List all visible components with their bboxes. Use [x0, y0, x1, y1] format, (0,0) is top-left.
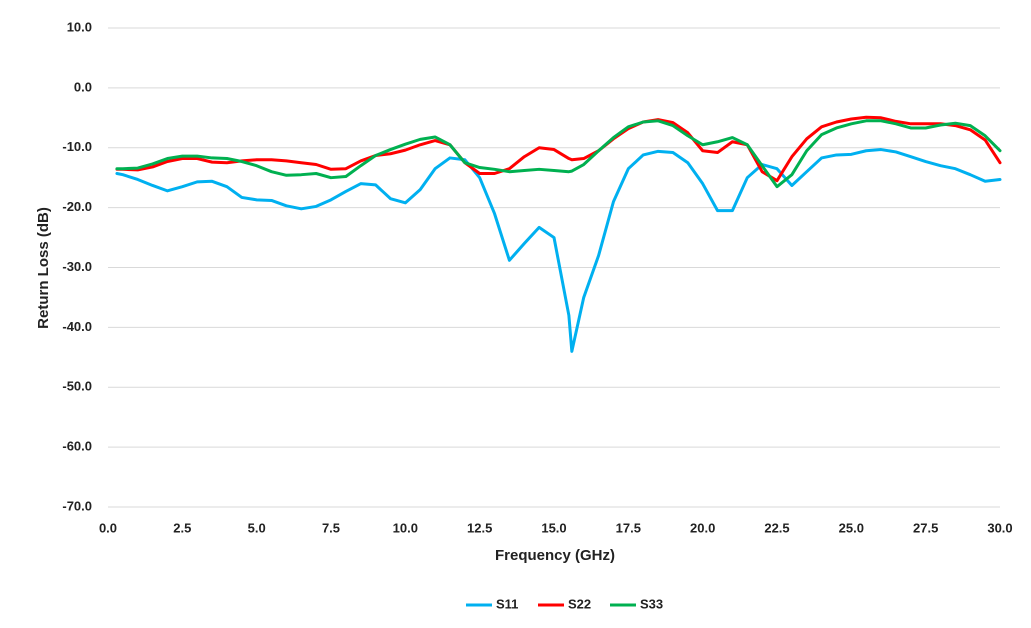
- y-axis-title: Return Loss (dB): [35, 207, 52, 329]
- y-tick-label: -30.0: [62, 259, 92, 274]
- x-tick-label: 30.0: [987, 520, 1012, 535]
- y-tick-label: -60.0: [62, 439, 92, 454]
- x-tick-label: 2.5: [173, 520, 191, 535]
- x-tick-label: 25.0: [839, 520, 864, 535]
- y-tick-label: -10.0: [62, 139, 92, 154]
- x-tick-label: 20.0: [690, 520, 715, 535]
- y-tick-label: -70.0: [62, 498, 92, 513]
- x-axis-title: Frequency (GHz): [495, 547, 615, 564]
- y-tick-label: 10.0: [67, 19, 92, 34]
- x-tick-label: 10.0: [393, 520, 418, 535]
- series-line: [115, 119, 1002, 189]
- series-line: [115, 148, 1002, 353]
- y-tick-label: -50.0: [62, 379, 92, 394]
- legend-label: S11: [496, 596, 518, 611]
- x-tick-label: 0.0: [99, 520, 117, 535]
- legend-label: S33: [640, 596, 663, 611]
- x-tick-label: 5.0: [248, 520, 266, 535]
- x-tick-label: 27.5: [913, 520, 938, 535]
- y-tick-label: -20.0: [62, 199, 92, 214]
- series-line: [115, 115, 1002, 183]
- x-tick-label: 17.5: [616, 520, 641, 535]
- x-tick-label: 12.5: [467, 520, 492, 535]
- x-tick-label: 7.5: [322, 520, 340, 535]
- y-tick-label: -40.0: [62, 319, 92, 334]
- x-tick-label: 15.0: [541, 520, 566, 535]
- x-tick-label: 22.5: [764, 520, 789, 535]
- legend-label: S22: [568, 596, 591, 611]
- y-tick-label: 0.0: [74, 79, 92, 94]
